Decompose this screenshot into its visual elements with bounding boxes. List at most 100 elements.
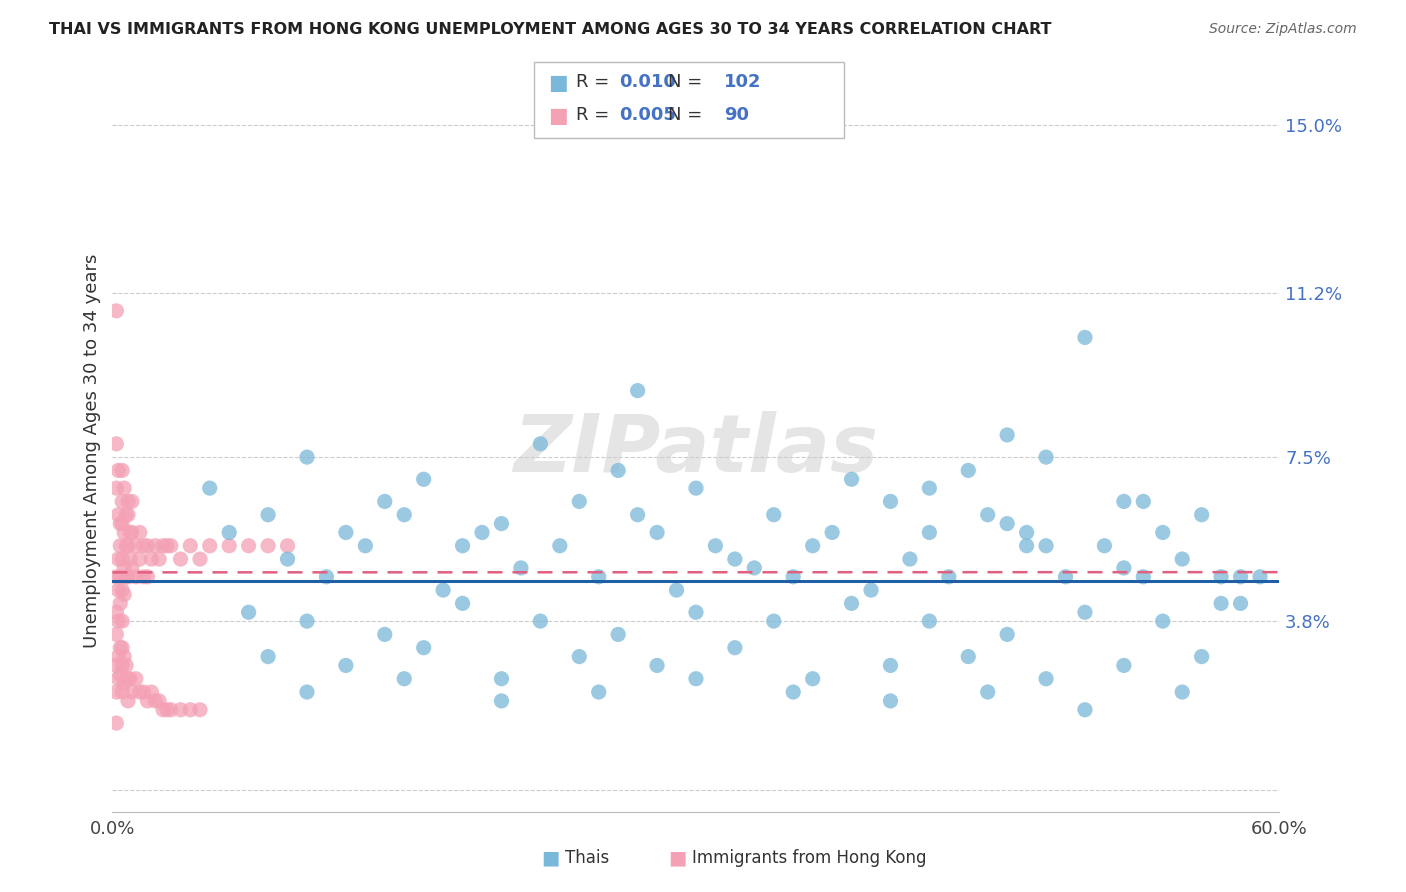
Point (148, 694, 170, 708)
Point (121, 525, 143, 540)
Point (110, 667, 132, 681)
Point (1249, 570, 1271, 584)
Point (107, 552, 129, 566)
Point (918, 481, 941, 495)
Point (335, 658, 357, 673)
Point (276, 539, 298, 553)
Point (136, 539, 159, 553)
Point (160, 703, 183, 717)
Point (107, 672, 129, 686)
Point (115, 658, 138, 673)
Point (1035, 539, 1057, 553)
Point (105, 716, 128, 731)
Point (1209, 570, 1232, 584)
Point (898, 552, 921, 566)
Point (128, 552, 150, 566)
Point (918, 614, 941, 628)
Point (156, 703, 179, 717)
Point (107, 508, 129, 522)
Text: R =: R = (576, 73, 616, 91)
Point (117, 508, 139, 522)
Point (107, 614, 129, 628)
Point (111, 552, 134, 566)
Point (782, 685, 804, 699)
Text: 102: 102 (724, 73, 762, 91)
Point (1112, 494, 1135, 508)
Text: N =: N = (668, 106, 707, 124)
Point (529, 614, 551, 628)
Point (432, 583, 454, 598)
Point (115, 508, 138, 522)
Point (152, 539, 174, 553)
Point (976, 508, 998, 522)
Point (188, 552, 211, 566)
Point (218, 539, 240, 553)
Point (879, 658, 901, 673)
Point (568, 494, 591, 508)
Point (1074, 330, 1097, 344)
Point (976, 685, 998, 699)
Point (801, 672, 824, 686)
Text: 0.005: 0.005 (619, 106, 675, 124)
Text: ■: ■ (548, 106, 568, 127)
Text: THAI VS IMMIGRANTS FROM HONG KONG UNEMPLOYMENT AMONG AGES 30 TO 34 YEARS CORRELA: THAI VS IMMIGRANTS FROM HONG KONG UNEMPL… (49, 22, 1052, 37)
Point (995, 516, 1018, 531)
Text: N =: N = (668, 73, 707, 91)
Point (374, 494, 396, 508)
Point (105, 658, 128, 673)
Point (995, 428, 1018, 442)
Point (509, 561, 531, 575)
Point (110, 516, 132, 531)
Point (1171, 552, 1194, 566)
Point (1074, 605, 1097, 619)
Point (198, 481, 221, 495)
Point (156, 539, 179, 553)
Point (1132, 494, 1154, 508)
Point (1035, 672, 1057, 686)
Point (141, 685, 163, 699)
Point (169, 703, 191, 717)
Point (112, 481, 135, 495)
Point (394, 672, 416, 686)
Point (128, 685, 150, 699)
Point (782, 570, 804, 584)
Point (744, 561, 766, 575)
Point (257, 649, 280, 664)
Point (1152, 614, 1174, 628)
Point (152, 703, 174, 717)
Point (588, 570, 610, 584)
Point (841, 472, 863, 486)
Point (762, 508, 785, 522)
Point (105, 481, 128, 495)
Point (568, 649, 591, 664)
Text: Immigrants from Hong Kong: Immigrants from Hong Kong (692, 849, 927, 867)
Point (1035, 450, 1057, 464)
Point (112, 588, 135, 602)
Point (627, 508, 650, 522)
Point (111, 658, 134, 673)
Point (257, 539, 280, 553)
Point (879, 494, 901, 508)
Point (111, 640, 134, 655)
Point (132, 685, 155, 699)
Point (957, 463, 980, 477)
Point (724, 552, 747, 566)
Point (627, 384, 650, 398)
Point (118, 552, 141, 566)
Point (724, 640, 747, 655)
Point (276, 552, 298, 566)
Point (218, 525, 240, 540)
Point (111, 516, 134, 531)
Point (1015, 539, 1038, 553)
Point (295, 450, 318, 464)
Text: ■: ■ (668, 848, 686, 867)
Text: ■: ■ (541, 848, 560, 867)
Point (491, 516, 513, 531)
Point (607, 463, 630, 477)
Point (491, 694, 513, 708)
Point (335, 525, 357, 540)
Point (125, 672, 148, 686)
Point (179, 703, 201, 717)
Point (645, 525, 668, 540)
Point (107, 463, 129, 477)
